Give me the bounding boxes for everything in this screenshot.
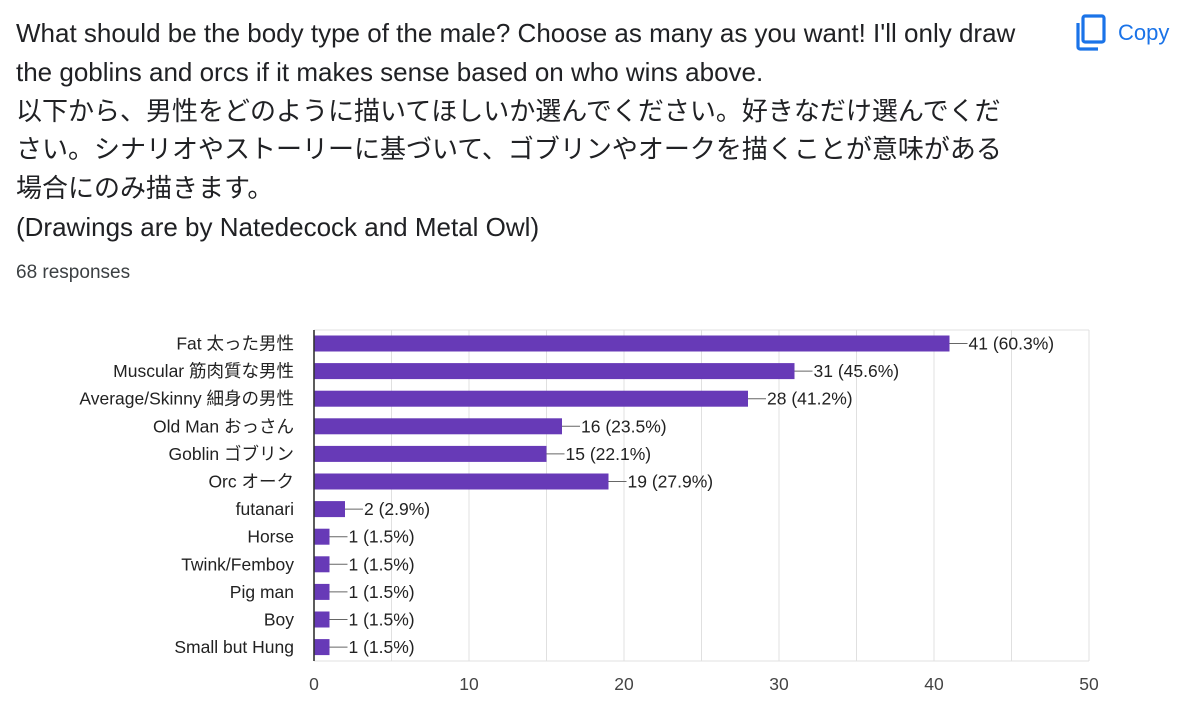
bar <box>314 363 795 380</box>
responses-count: 68 responses <box>16 262 131 283</box>
bar <box>314 335 950 352</box>
x-tick-label: 0 <box>309 674 319 694</box>
copy-button[interactable]: Copy <box>1074 12 1190 54</box>
x-tick-label: 20 <box>614 674 634 694</box>
bar <box>314 418 562 435</box>
bar <box>314 611 330 628</box>
data-label: 1 (1.5%) <box>349 582 415 602</box>
category-label: Average/Skinny 細身の男性 <box>79 389 294 409</box>
data-label: 1 (1.5%) <box>349 554 415 574</box>
x-tick-label: 40 <box>924 674 944 694</box>
question-line: 以下から、男性をどのように描いてほしいか選んでください。好きなだけ選んでくだ <box>16 95 1001 126</box>
question-line: さい。シナリオやストーリーに基づいて、ゴブリンやオークを描くことが意味がある <box>16 134 1002 165</box>
category-label: Boy <box>264 610 294 630</box>
x-tick-label: 50 <box>1079 674 1099 694</box>
category-label: Pig man <box>230 582 294 602</box>
category-label: Goblin ゴブリン <box>169 444 294 464</box>
question-line: the goblins and orcs if it makes sense b… <box>16 56 764 87</box>
bar <box>314 583 330 600</box>
question-line: (Drawings are by Natedecock and Metal Ow… <box>16 211 540 242</box>
data-label: 41 (60.3%) <box>969 334 1055 354</box>
bar <box>314 639 330 656</box>
bar-chart: 41 (60.3%) Fat 太った男性 31 (45.6%) Muscular 筋肉… <box>79 329 1099 694</box>
category-label: futanari <box>236 499 294 519</box>
data-label: 28 (41.2%) <box>767 389 853 409</box>
category-label: Orc オーク <box>208 472 294 492</box>
category-label: Small but Hung <box>174 637 294 657</box>
x-tick-label: 10 <box>459 674 479 694</box>
bar <box>314 473 609 490</box>
data-label: 16 (23.5%) <box>581 416 667 436</box>
data-label: 15 (22.1%) <box>566 444 652 464</box>
data-label: 1 (1.5%) <box>349 637 415 657</box>
x-tick-label: 30 <box>769 674 789 694</box>
category-label: Fat 太った男性 <box>176 334 294 354</box>
category-label: Twink/Femboy <box>181 554 294 574</box>
bar <box>314 390 748 407</box>
data-label: 19 (27.9%) <box>628 472 714 492</box>
bar <box>314 445 547 462</box>
bar <box>314 501 345 518</box>
data-label: 1 (1.5%) <box>349 527 415 547</box>
data-label: 2 (2.9%) <box>364 499 430 519</box>
category-label: Horse <box>247 527 294 547</box>
category-label: Muscular 筋肉質な男性 <box>113 361 294 381</box>
question-line: 場合にのみ描きます。 <box>16 173 274 204</box>
bar <box>314 528 330 545</box>
copy-label: Copy <box>1118 20 1170 45</box>
bar <box>314 556 330 573</box>
question-title: What should be the body type of the male… <box>16 14 1056 247</box>
data-label: 31 (45.6%) <box>814 361 900 381</box>
copy-icon <box>1074 14 1108 52</box>
question-line: What should be the body type of the male… <box>16 18 1016 48</box>
category-label: Old Man おっさん <box>153 416 294 436</box>
data-label: 1 (1.5%) <box>349 610 415 630</box>
